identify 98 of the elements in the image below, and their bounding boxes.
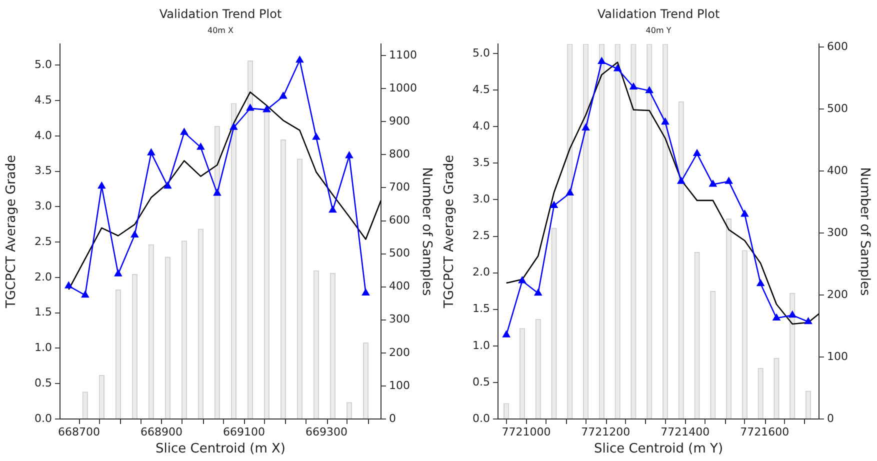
y-tick-label: 5.0 <box>34 58 52 72</box>
x-tick-label: 668700 <box>58 425 100 438</box>
y2-tick-label: 100 <box>389 378 410 392</box>
point <box>312 133 320 140</box>
y-tick-label: 0.5 <box>472 375 490 388</box>
point <box>81 291 89 298</box>
y-tick-label: 0.5 <box>34 376 52 390</box>
point <box>64 282 72 288</box>
point <box>346 152 353 158</box>
y-tick-label: 1.5 <box>472 302 490 316</box>
point <box>772 314 780 321</box>
y-tick-label: 4.0 <box>34 128 52 142</box>
y-tick-label: 4.5 <box>34 93 52 106</box>
point <box>263 106 270 112</box>
point <box>114 270 122 276</box>
x-axis-title: Slice Centroid (m Y) <box>594 442 724 457</box>
y2-tick-label: 1100 <box>389 48 417 62</box>
y-tick-label: 2.0 <box>34 270 52 284</box>
point <box>741 210 748 217</box>
y-tick-label: 3.5 <box>34 164 52 178</box>
point <box>180 128 188 135</box>
point <box>230 123 238 130</box>
x-tick-label: 7721000 <box>502 425 551 438</box>
point <box>502 330 510 338</box>
y2-tick-label: 600 <box>827 40 848 53</box>
x-tick-label: 7721400 <box>660 425 710 438</box>
point <box>614 64 622 72</box>
point <box>566 188 574 196</box>
point <box>98 182 106 189</box>
point <box>246 104 254 111</box>
y2-tick-label: 100 <box>827 350 848 363</box>
y2-axis-title: Number of Samples <box>418 167 434 296</box>
point <box>362 288 370 296</box>
x-tick-label: 668900 <box>140 425 182 438</box>
point <box>148 148 155 156</box>
x-tick-label: 7721600 <box>740 425 790 438</box>
y-axis-title: TGCPCT Average Grade <box>4 154 20 310</box>
y2-tick-label: 200 <box>389 346 410 359</box>
y2-tick-label: 300 <box>389 312 410 326</box>
y-tick-label: 5.0 <box>472 46 490 60</box>
y2-tick-label: 0 <box>389 412 396 425</box>
y-tick-label: 2.5 <box>472 229 490 242</box>
point <box>131 230 138 238</box>
point <box>646 86 654 94</box>
point <box>329 206 336 213</box>
point <box>214 189 221 196</box>
point <box>598 57 606 64</box>
y2-tick-label: 500 <box>389 246 410 260</box>
point <box>788 311 796 318</box>
point <box>693 150 701 156</box>
x-tick-label: 669100 <box>223 425 266 438</box>
point <box>197 143 204 150</box>
point <box>804 318 812 324</box>
y-tick-label: 1.0 <box>34 341 52 354</box>
chart-subtitle: 40m X <box>208 26 234 36</box>
y2-tick-label: 400 <box>827 164 848 177</box>
y-axis-title: TGCPCT Average Grade <box>442 154 458 310</box>
point <box>630 82 638 90</box>
y-tick-label: 0.0 <box>34 412 52 425</box>
point <box>677 177 685 184</box>
point <box>280 92 287 99</box>
point <box>756 280 764 286</box>
point <box>662 118 669 125</box>
point <box>709 180 717 187</box>
y-tick-label: 3.0 <box>472 192 490 206</box>
x-tick-label: 7721200 <box>581 425 630 438</box>
point <box>518 276 526 284</box>
chart-title: Validation Trend Plot <box>597 7 720 22</box>
y-tick-label: 2.0 <box>472 266 490 279</box>
point <box>725 177 732 184</box>
y-tick-label: 4.0 <box>472 119 490 132</box>
y-tick-label: 1.0 <box>472 338 490 352</box>
y2-tick-label: 200 <box>827 288 848 301</box>
y2-axis-title: Number of Samples <box>856 167 872 296</box>
y2-tick-label: 0 <box>827 412 834 425</box>
point <box>164 182 172 189</box>
y2-tick-label: 600 <box>389 214 410 227</box>
y2-tick-label: 1000 <box>389 81 417 94</box>
y-tick-label: 1.5 <box>34 306 52 319</box>
y2-tick-label: 400 <box>389 280 410 293</box>
point <box>534 289 542 296</box>
chart-title: Validation Trend Plot <box>159 7 282 22</box>
y2-tick-label: 500 <box>827 102 848 115</box>
y-tick-label: 0.0 <box>472 412 490 425</box>
point <box>550 201 558 208</box>
y-tick-label: 4.5 <box>472 82 490 96</box>
y2-tick-label: 300 <box>827 226 848 239</box>
x-tick-label: 669300 <box>306 425 348 438</box>
y2-tick-label: 700 <box>389 180 410 194</box>
y-tick-label: 3.5 <box>472 156 490 170</box>
point <box>582 124 590 130</box>
y-tick-label: 3.0 <box>34 200 52 213</box>
y-tick-label: 2.5 <box>34 234 52 248</box>
point <box>296 56 304 63</box>
y2-tick-label: 800 <box>389 148 410 161</box>
x-axis-title: Slice Centroid (m X) <box>155 442 286 457</box>
y2-tick-label: 900 <box>389 114 410 128</box>
chart-subtitle: 40m Y <box>646 26 672 36</box>
